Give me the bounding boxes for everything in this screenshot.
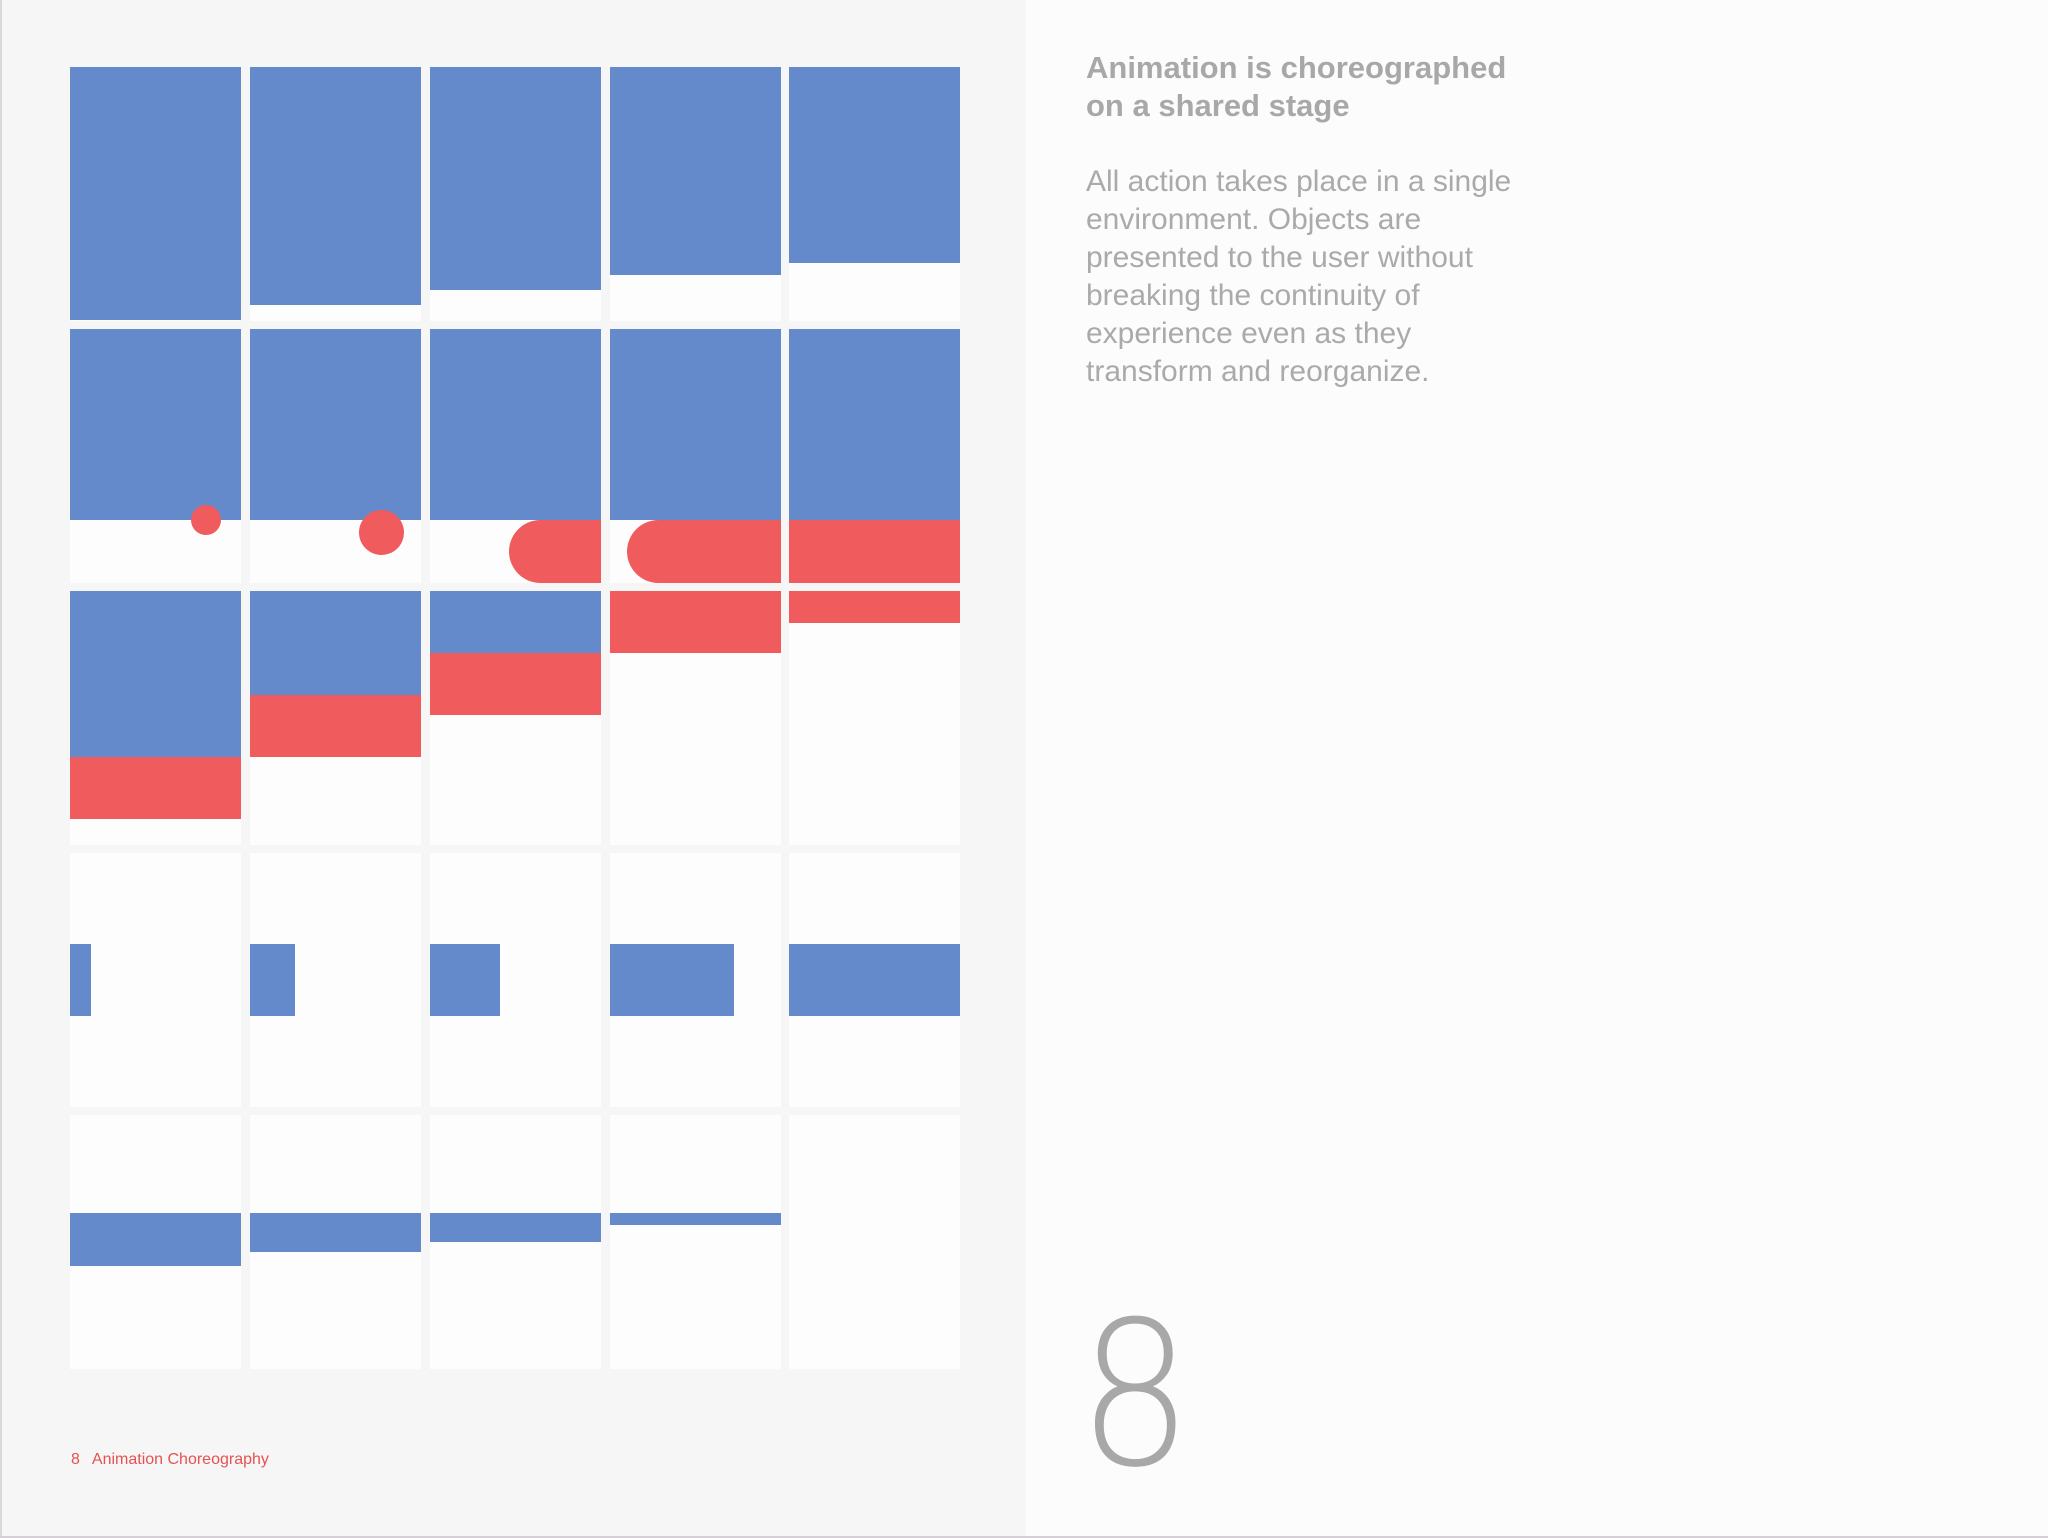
frame-r4-c5: [789, 853, 960, 1107]
frame-r2-c5: [789, 329, 960, 583]
blue-bar: [70, 944, 91, 1016]
blue-bar: [250, 944, 295, 1016]
frame-r2-c2: [250, 329, 421, 583]
frame-r2-c1: [70, 329, 241, 583]
blue-bar: [610, 944, 734, 1016]
title-line-2: on a shared stage: [1086, 88, 1350, 123]
footer-section-title: Animation Choreography: [91, 1451, 269, 1468]
frame-r4-c4: [610, 853, 781, 1107]
frame-r4-c3: [430, 853, 601, 1107]
frame-r5-c2: [250, 1115, 421, 1369]
frame-r1-c4: [610, 67, 781, 321]
frame-r1-c3: [430, 67, 601, 321]
left-page: 8 Animation Choreography: [0, 0, 960, 1538]
red-dot: [191, 505, 221, 535]
title-line-1: Animation is choreographed: [1086, 50, 1507, 85]
red-block: [70, 757, 241, 819]
chapter-number: 8: [1078, 1279, 1193, 1512]
red-block: [610, 591, 781, 653]
blue-block: [70, 67, 241, 320]
blue-bar: [250, 1213, 421, 1252]
frame-r3-c1: [70, 591, 241, 845]
right-page: [1026, 0, 2048, 1538]
frame-r5-c4: [610, 1115, 781, 1369]
frame-r5-c1: [70, 1115, 241, 1369]
frame-r2-c3: [430, 329, 601, 583]
blue-block: [250, 591, 421, 695]
red-block: [250, 695, 421, 757]
blue-block: [70, 591, 241, 757]
frame-r3-c2: [250, 591, 421, 845]
blue-block: [789, 67, 960, 263]
blue-block: [250, 329, 421, 520]
body-paragraph: All action takes place in a single envir…: [1086, 165, 1512, 388]
footer-page-number: 8: [71, 1451, 80, 1468]
blue-block: [250, 67, 421, 305]
frame-r3-c4: [610, 591, 781, 845]
red-block: [430, 653, 601, 715]
blue-block: [610, 67, 781, 275]
blue-block: [430, 591, 601, 653]
frame-r5-c3: [430, 1115, 601, 1369]
red-block: [789, 520, 960, 583]
page-footer: 8 Animation Choreography: [71, 1451, 269, 1469]
blue-block: [430, 329, 601, 520]
blue-block: [70, 329, 241, 520]
frame-r1-c2: [250, 67, 421, 321]
blue-block: [430, 67, 601, 290]
red-block: [789, 591, 960, 623]
frame-r4-c1: [70, 853, 241, 1107]
bottom-divider: [0, 1536, 2048, 1538]
red-expanding-shape: [627, 520, 781, 583]
frame-r2-c4: [610, 329, 781, 583]
frame-r4-c2: [250, 853, 421, 1107]
frame-r3-c5: [789, 591, 960, 845]
red-expanding-shape: [509, 520, 601, 583]
page-title: Animation is choreographed on a shared s…: [1086, 49, 1606, 125]
blue-block: [789, 329, 960, 520]
frame-r1-c5: [789, 67, 960, 321]
blue-bar: [789, 944, 960, 1016]
red-dot: [359, 510, 404, 555]
blue-block: [610, 329, 781, 520]
blue-bar: [610, 1213, 781, 1225]
frame-r1-c1: [70, 67, 241, 321]
blue-bar: [430, 1213, 601, 1242]
frame-r5-c5: [789, 1115, 960, 1369]
blue-bar: [430, 944, 500, 1016]
frame-r3-c3: [430, 591, 601, 845]
blue-bar: [70, 1213, 241, 1266]
animation-frame-grid: [70, 67, 960, 1373]
